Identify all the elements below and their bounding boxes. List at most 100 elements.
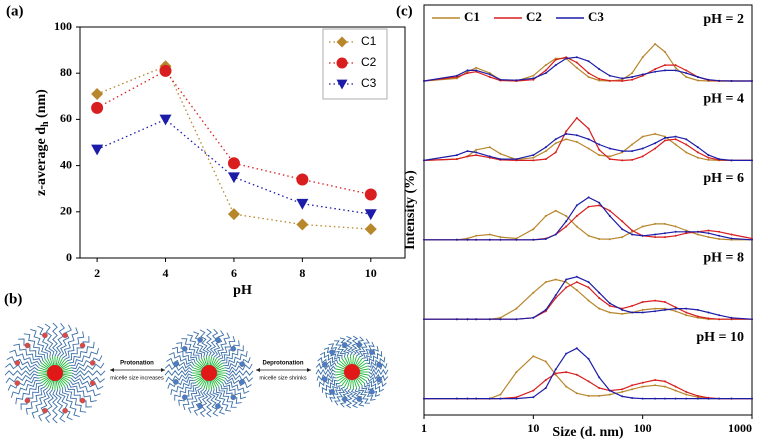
data-point: [654, 236, 657, 239]
data-point: [641, 308, 644, 311]
data-point: [685, 314, 688, 317]
data-point: [587, 72, 590, 75]
data-point: [423, 238, 425, 241]
hydrophilic-chain: [31, 387, 48, 419]
data-point: [499, 393, 502, 396]
data-point: [696, 308, 699, 311]
hydrophilic-chain: [59, 324, 72, 358]
data-point: [718, 397, 721, 400]
data-point: [598, 387, 601, 389]
data-point: [296, 198, 309, 210]
data-point: [608, 311, 611, 314]
data-point: [515, 307, 518, 310]
hydrophilic-chain: [187, 387, 202, 414]
data-point: [674, 135, 677, 138]
charge-dot: [197, 337, 203, 343]
size-distribution: [423, 133, 752, 161]
data-point: [466, 150, 469, 153]
hydrophilic-chain: [362, 341, 375, 359]
data-point: [587, 394, 590, 397]
data-point: [575, 61, 578, 64]
data-point: [751, 397, 753, 400]
data-point: [608, 74, 611, 77]
data-point: [696, 156, 699, 159]
data-point: [718, 318, 721, 321]
data-point: [641, 155, 644, 158]
data-point: [608, 158, 611, 161]
data-point: [598, 307, 601, 310]
data-point: [696, 79, 699, 82]
charge-dot: [329, 349, 335, 355]
data-point: [696, 397, 699, 400]
data-point: [488, 233, 491, 236]
data-point: [751, 318, 753, 321]
data-point: [707, 229, 710, 232]
legend-marker: [336, 36, 348, 48]
legend-label: C3: [361, 76, 377, 90]
data-point: [631, 76, 634, 78]
legend-marker: [336, 57, 348, 69]
data-point: [544, 158, 547, 161]
data-point: [718, 238, 721, 240]
hydrophilic-chain: [366, 380, 385, 393]
data-point: [488, 238, 491, 241]
hydrophilic-chain: [164, 370, 193, 376]
charge-dot: [42, 332, 48, 339]
data-point: [598, 376, 601, 379]
data-point: [654, 222, 657, 225]
data-point: [621, 228, 624, 231]
data-point: [631, 233, 634, 236]
data-point: [587, 299, 590, 302]
hydrophilic-chain: [164, 363, 193, 373]
subplot-label: pH = 4: [703, 92, 744, 107]
data-point: [664, 50, 666, 53]
data-point: [544, 281, 547, 284]
data-point: [641, 311, 644, 314]
data-point: [641, 73, 644, 76]
data-point: [608, 304, 611, 307]
hydrophilic-chain: [20, 384, 44, 410]
arrow-label: Protonation: [120, 361, 154, 367]
charge-dot: [24, 397, 31, 404]
data-point: [554, 151, 557, 154]
hydrophilic-chain: [45, 389, 54, 423]
data-point: [587, 60, 590, 63]
hydrophilic-chain: [4, 370, 39, 376]
charge-dot: [173, 361, 179, 367]
data-point: [598, 291, 601, 294]
data-point: [423, 159, 425, 162]
data-point: [631, 229, 634, 232]
size-distribution: [424, 276, 753, 320]
legend-label: C1: [361, 34, 377, 48]
data-point: [641, 385, 644, 388]
hydrophilic-chain: [199, 389, 209, 418]
data-point: [664, 301, 666, 303]
charge-dot: [79, 342, 86, 349]
data-point: [674, 225, 677, 228]
data-point: [621, 388, 624, 391]
plot-frame: [423, 4, 753, 416]
data-point: [730, 80, 733, 82]
data-point: [730, 397, 733, 400]
data-point: [608, 302, 611, 305]
data-point: [685, 397, 688, 400]
data-point: [685, 307, 688, 310]
hydrophilic-chain: [215, 388, 231, 412]
data-point: [466, 238, 469, 241]
data-point: [554, 278, 557, 281]
data-point: [575, 225, 578, 228]
data-point: [641, 56, 644, 59]
data-point: [575, 56, 578, 59]
hydrophilic-chain: [62, 388, 80, 418]
data-point: [641, 301, 644, 303]
charge-dot: [322, 361, 328, 368]
size-distribution: [424, 196, 753, 241]
data-point: [696, 315, 699, 318]
data-point: [532, 316, 535, 319]
hydrophilic-chain: [368, 372, 389, 382]
data-point: [685, 393, 688, 396]
data-point: [575, 215, 578, 217]
hydrophilic-chain: [323, 346, 340, 361]
charge-dot: [239, 361, 245, 367]
data-point: [598, 143, 601, 146]
